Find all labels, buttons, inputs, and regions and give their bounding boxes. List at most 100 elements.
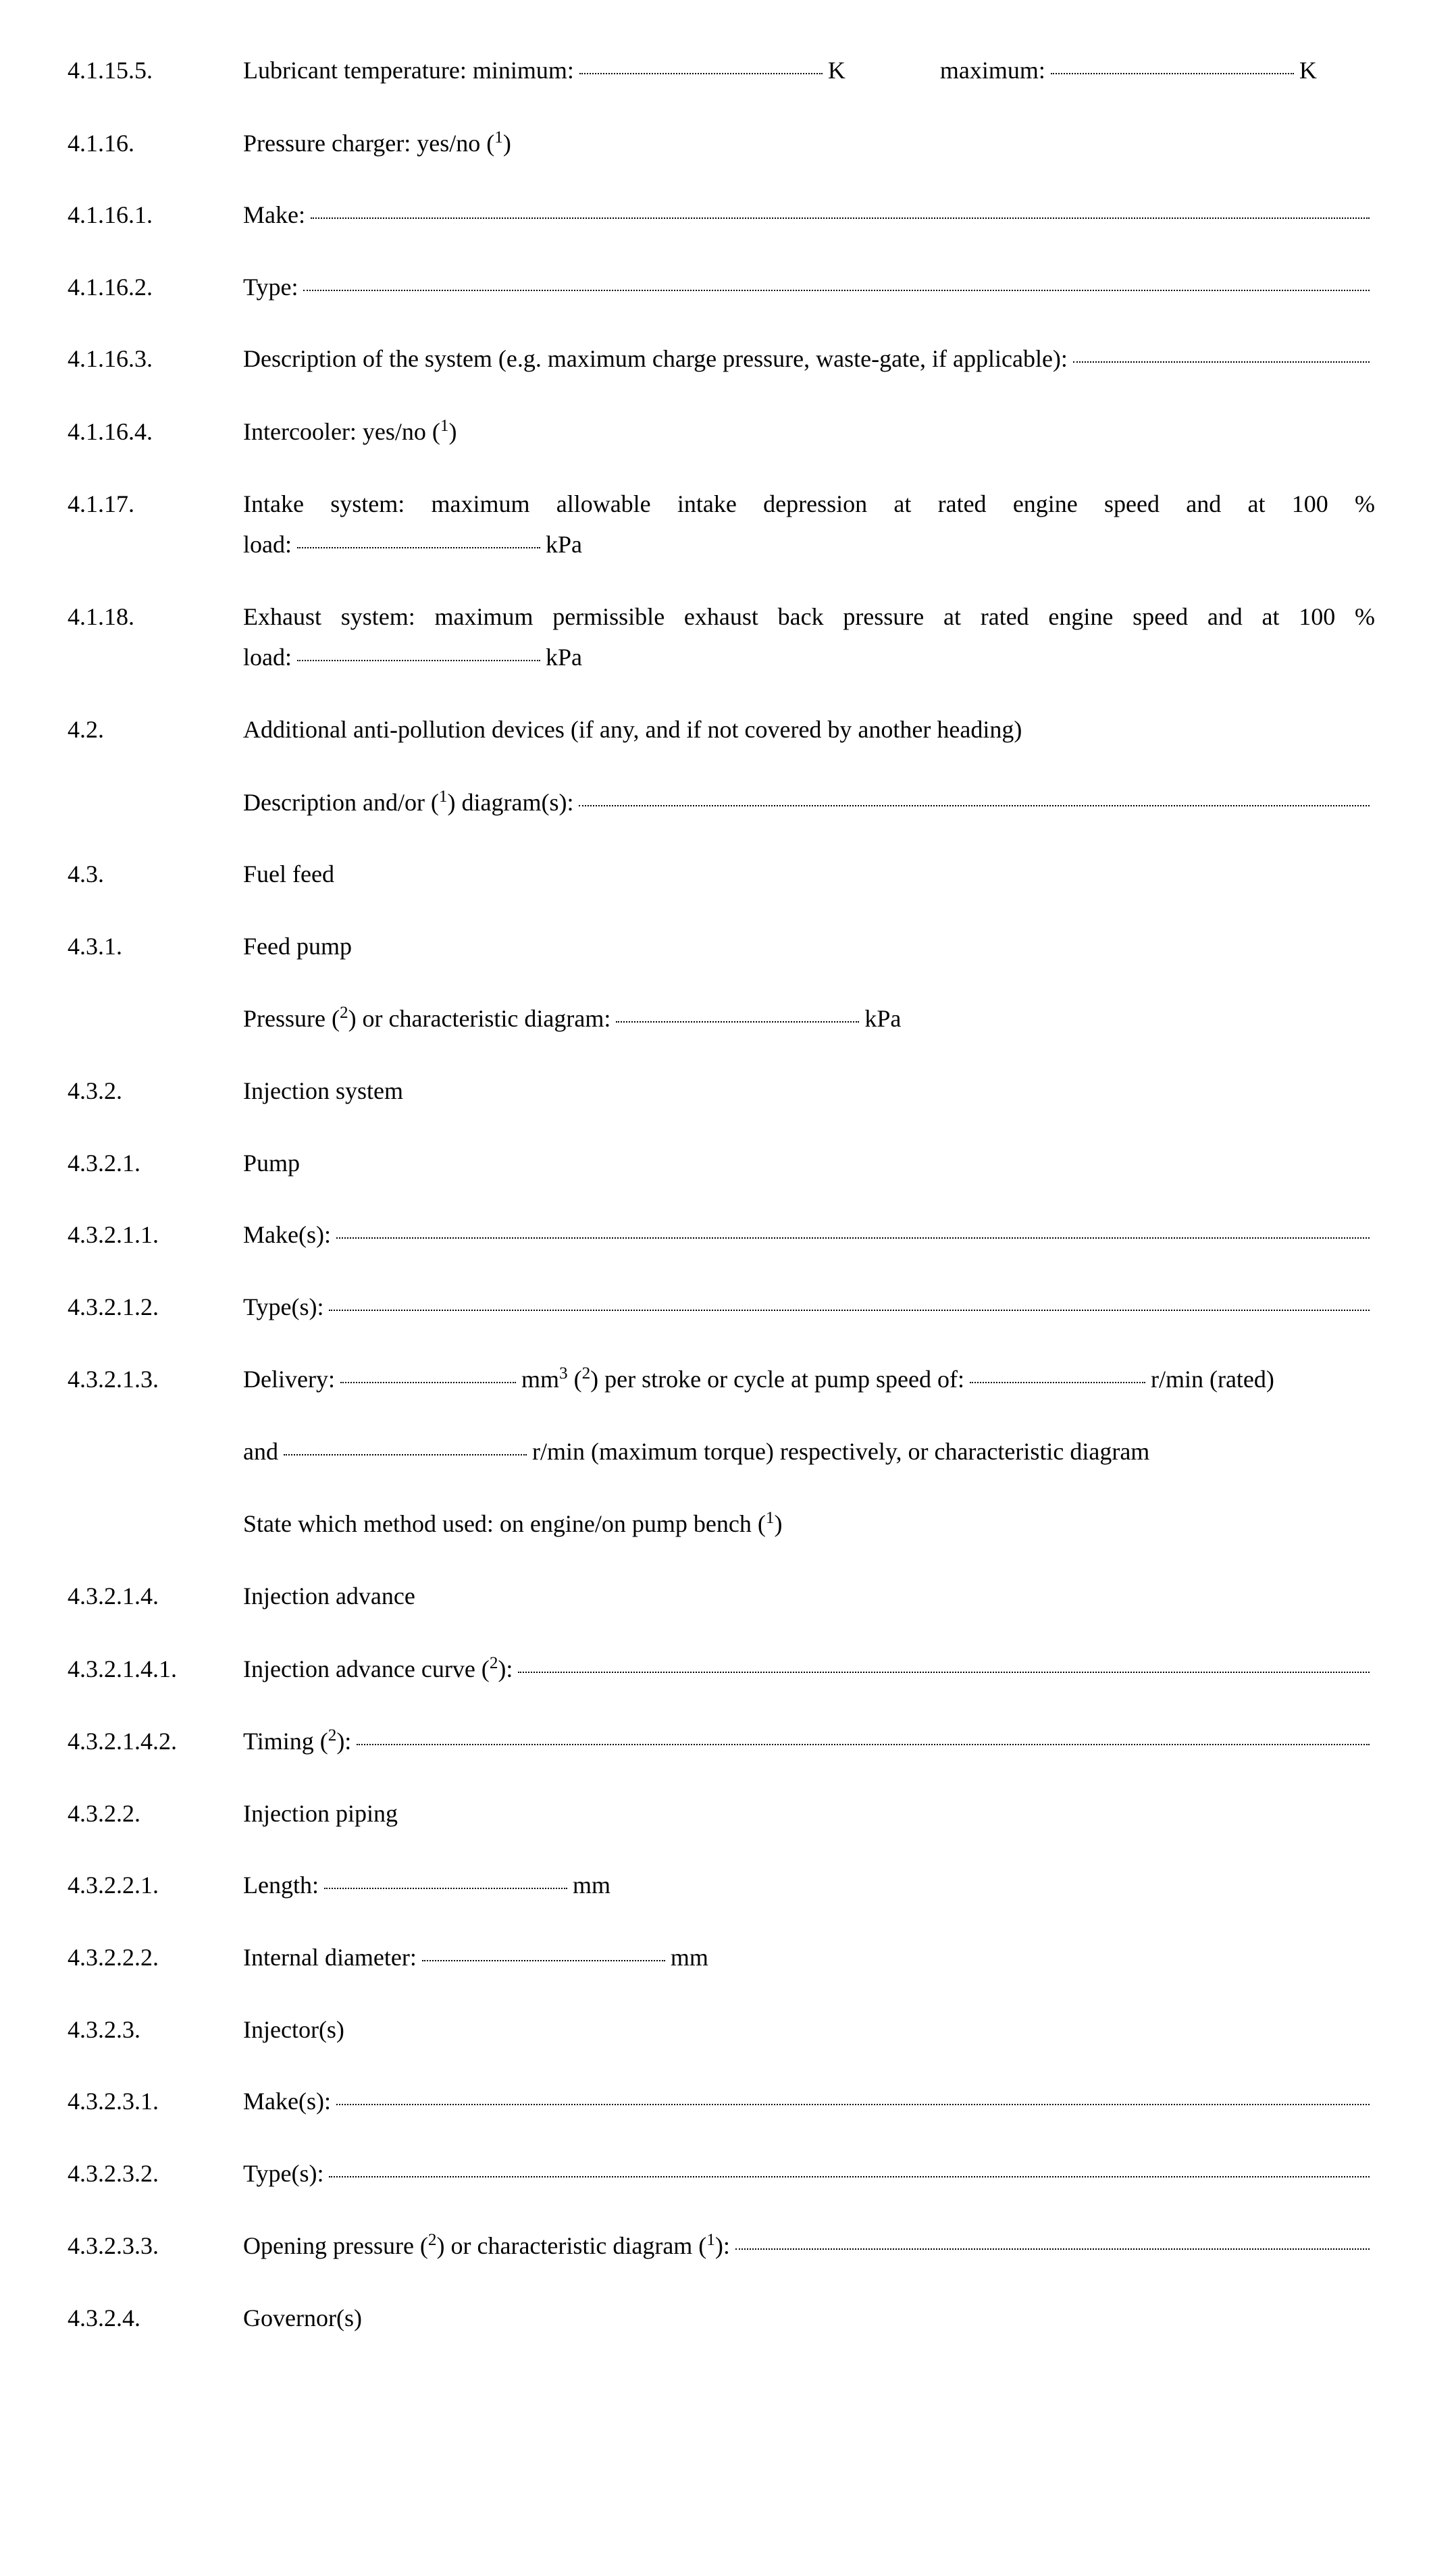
label: load: [243,528,292,561]
label: Lubricant temperature: minimum: [243,54,574,87]
blank-field[interactable] [303,290,1370,291]
label: Pressure charger: yes/no (1) [243,130,511,157]
blank-field[interactable] [297,660,540,661]
blank-field[interactable] [422,1960,665,1961]
blank-field[interactable] [735,2248,1370,2250]
label: Injection advance curve (2): [243,1652,513,1686]
unit: K [828,54,846,87]
blank-field[interactable] [297,547,540,548]
unit: mm [573,1869,610,1902]
item-number: 4.3. [68,858,243,891]
unit: kPa [546,641,582,674]
form-row: 4.1.16.Pressure charger: yes/no (1) [68,126,1375,160]
form-row: 4.2.Additional anti-pollution devices (i… [68,713,1375,746]
item-text: Pressure charger: yes/no (1) [243,126,1375,160]
label: Type(s): [243,2157,323,2190]
item-text: Injection system [243,1075,1375,1108]
form-row: 4.3.2.3.3.Opening pressure (2) or charac… [68,2229,1375,2263]
item-text: Type(s): [243,1291,1375,1324]
blank-field[interactable] [579,73,823,74]
item-number: 4.1.16.2. [68,271,243,304]
item-text: Feed pump [243,930,1375,963]
form-row: 4.1.16.2.Type: [68,271,1375,304]
blank-field[interactable] [329,1310,1370,1311]
label: Exhaust system: maximum permissible exha… [243,600,1375,634]
label: Governor(s) [243,2304,362,2331]
blank-field[interactable] [616,1021,859,1023]
item-text: Delivery: mm3 (2) per stroke or cycle at… [243,1362,1375,1396]
item-text: Length: mm [243,1869,1375,1902]
item-text: Additional anti-pollution devices (if an… [243,713,1375,746]
item-number: 4.3.2.2.1. [68,1869,243,1902]
blank-field[interactable] [1051,73,1294,74]
label: Make(s): [243,1218,331,1252]
label: Make(s): [243,2085,331,2118]
form-row: Description and/or (1) diagram(s): [68,785,1375,819]
item-number: 4.1.16.3. [68,342,243,376]
label: Pressure (2) or characteristic diagram: [243,1002,610,1035]
document-page: 4.1.15.5.Lubricant temperature: minimum:… [0,0,1456,2428]
label: maximum: [940,54,1045,87]
item-text: Type(s): [243,2157,1375,2190]
item-number: 4.3.2.1.4.2. [68,1725,243,1758]
label: r/min (rated) [1151,1363,1274,1396]
item-text: State which method used: on engine/on pu… [243,1507,1375,1541]
item-number: 4.3.2. [68,1075,243,1108]
label: Pump [243,1150,300,1177]
form-row: 4.3.2.2.1.Length: mm [68,1869,1375,1902]
blank-field[interactable] [336,2104,1370,2105]
form-row: 4.3.2.2.Injection piping [68,1797,1375,1830]
form-row: 4.3.2.1.4.1.Injection advance curve (2): [68,1652,1375,1686]
item-number: 4.3.2.1.1. [68,1218,243,1252]
blank-field[interactable] [1073,361,1370,363]
blank-field[interactable] [579,805,1370,806]
form-row: 4.3.2.2.2.Internal diameter: mm [68,1941,1375,1974]
label: r/min (maximum torque) respectively, or … [532,1435,1149,1468]
form-row: 4.1.16.3.Description of the system (e.g.… [68,342,1375,376]
item-text: Injection advance curve (2): [243,1652,1375,1686]
form-row: Pressure (2) or characteristic diagram: … [68,1002,1375,1035]
blank-field[interactable] [324,1888,567,1889]
form-row: 4.1.15.5.Lubricant temperature: minimum:… [68,54,1375,87]
blank-field[interactable] [336,1237,1370,1239]
blank-field[interactable] [329,2176,1370,2177]
item-text: Governor(s) [243,2302,1375,2335]
item-number: 4.2. [68,713,243,746]
item-number: 4.1.16.4. [68,415,243,448]
blank-field[interactable] [284,1454,527,1455]
blank-field[interactable] [518,1672,1370,1673]
label: load: [243,641,292,674]
item-number: 4.3.2.1.4. [68,1580,243,1613]
label: Description and/or (1) diagram(s): [243,785,573,819]
form-row: 4.3.2.4.Governor(s) [68,2302,1375,2335]
blank-field[interactable] [340,1382,516,1383]
item-text: Fuel feed [243,858,1375,891]
item-text: Timing (2): [243,1724,1375,1758]
label: and [243,1435,278,1468]
form-row: 4.3.2.3.2.Type(s): [68,2157,1375,2190]
item-text: Intake system: maximum allowable intake … [243,488,1375,561]
item-text: Internal diameter: mm [243,1941,1375,1974]
label: Internal diameter: [243,1941,417,1974]
label: Injection advance [243,1582,415,1609]
form-row: 4.1.16.4.Intercooler: yes/no (1) [68,415,1375,448]
item-text: Injection advance [243,1580,1375,1613]
item-number: 4.3.2.4. [68,2302,243,2335]
item-number: 4.3.2.2. [68,1797,243,1830]
label: Make: [243,199,305,232]
item-number: 4.3.2.1. [68,1147,243,1180]
item-number: 4.3.2.3.1. [68,2085,243,2118]
label: Description of the system (e.g. maximum … [243,342,1068,376]
form-row: 4.3.2.1.1.Make(s): [68,1218,1375,1252]
label: Injection piping [243,1800,398,1827]
item-number: 4.1.17. [68,488,243,521]
blank-field[interactable] [311,217,1370,219]
label: Timing (2): [243,1724,351,1758]
form-row: 4.3.2.Injection system [68,1075,1375,1108]
label: Intercooler: yes/no (1) [243,418,457,445]
blank-field[interactable] [970,1382,1145,1383]
blank-field[interactable] [357,1744,1370,1745]
form-row: and r/min (maximum torque) respectively,… [68,1435,1375,1468]
form-row: 4.1.17.Intake system: maximum allowable … [68,488,1375,561]
label: Injector(s) [243,2016,344,2043]
